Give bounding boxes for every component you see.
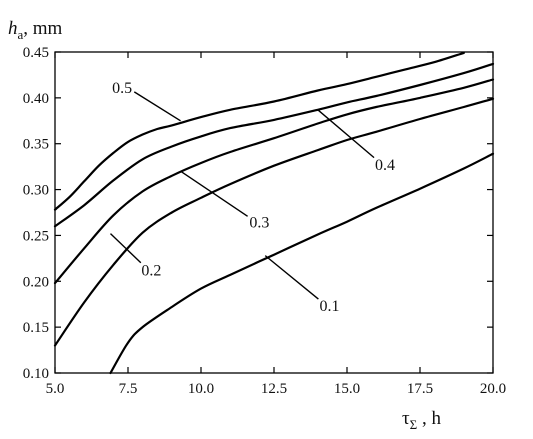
series-label: 0.5	[112, 80, 132, 97]
y-tick-label: 0.10	[23, 366, 49, 382]
label-leader-line	[133, 91, 181, 122]
series-label: 0.1	[319, 298, 339, 315]
x-axis-ticks: 5.0 7.5 10.0 12.5 15.0 17.5 20.0	[46, 52, 506, 397]
label-leader-line	[264, 255, 319, 300]
x-tick-label: 12.5	[261, 381, 287, 397]
annotation-layer: 0.5 0.4 0.3 0.2 0.1	[109, 80, 395, 315]
x-axis-title: τΣ , h	[402, 408, 441, 432]
series-line-0-2	[53, 97, 495, 347]
x-tick-label: 5.0	[46, 381, 65, 397]
y-tick-label: 0.35	[23, 137, 49, 153]
x-tick-label: 10.0	[188, 381, 214, 397]
y-tick-label: 0.20	[23, 274, 49, 290]
label-leader-line	[109, 233, 142, 264]
y-tick-label: 0.30	[23, 183, 49, 199]
series-line-0-3	[53, 78, 495, 285]
series-line-0-4	[53, 62, 495, 228]
series-layer	[53, 51, 495, 375]
series-line-0-1	[109, 152, 495, 375]
series-label: 0.2	[141, 262, 161, 279]
x-tick-label: 20.0	[480, 381, 506, 397]
x-tick-label: 15.0	[334, 381, 360, 397]
y-tick-label: 0.15	[23, 320, 49, 336]
x-tick-label: 7.5	[119, 381, 138, 397]
series-label: 0.3	[249, 215, 269, 232]
x-tick-label: 17.5	[407, 381, 433, 397]
series-line-0-5	[53, 51, 465, 211]
series-label: 0.4	[375, 157, 395, 174]
y-tick-label: 0.45	[23, 45, 49, 61]
y-axis-ticks: 0.10 0.15 0.20 0.25 0.30 0.35 0.40 0.45	[23, 45, 493, 382]
plot-frame	[54, 51, 494, 374]
label-leader-line	[180, 170, 248, 217]
y-tick-label: 0.25	[23, 228, 49, 244]
label-leader-line	[317, 109, 375, 159]
y-axis-title: ha, mm	[8, 18, 63, 42]
y-tick-label: 0.40	[23, 91, 49, 107]
